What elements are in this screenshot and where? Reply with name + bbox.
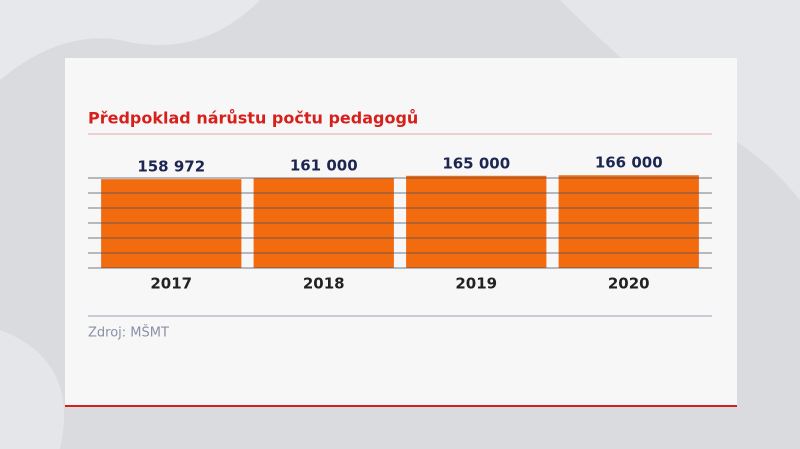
bar: [101, 179, 242, 268]
x-tick-label: 2019: [455, 275, 497, 293]
bar: [558, 175, 699, 268]
x-tick-label: 2017: [150, 275, 192, 293]
value-label: 158 972: [137, 158, 205, 176]
chart-title: Předpoklad nárůstu počtu pedagogů: [88, 109, 418, 128]
map-shape: [0, 330, 64, 449]
value-label: 166 000: [595, 154, 663, 172]
value-label: 161 000: [290, 157, 358, 175]
x-tick-label: 2020: [608, 275, 650, 293]
bar: [406, 175, 547, 268]
map-shape: [0, 0, 260, 80]
value-label: 165 000: [442, 154, 510, 172]
grid: [88, 177, 712, 269]
x-tick-label: 2018: [303, 275, 345, 293]
source: Zdroj: MŠMT: [88, 325, 169, 341]
